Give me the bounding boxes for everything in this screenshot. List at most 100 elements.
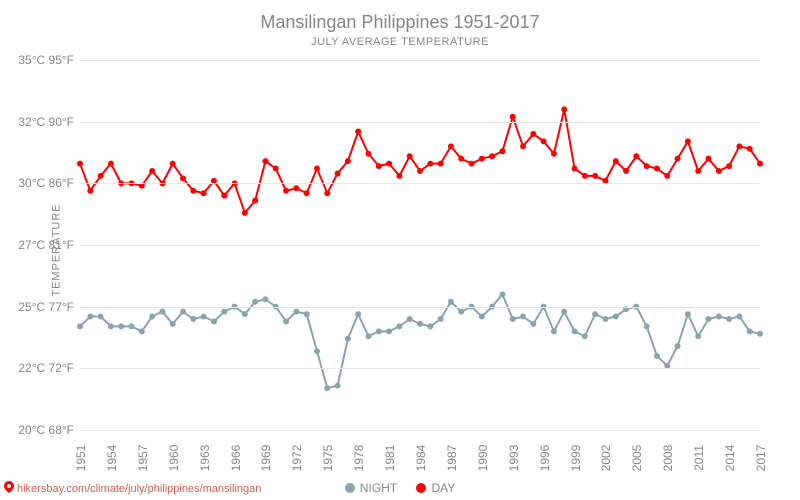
grid-line bbox=[80, 183, 760, 184]
series-point-night bbox=[345, 336, 351, 342]
series-point-day bbox=[365, 151, 371, 157]
x-tick-label: 2011 bbox=[692, 445, 706, 471]
series-point-day bbox=[242, 210, 248, 216]
series-point-day bbox=[448, 143, 454, 149]
y-tick-label: 32°C 90°F bbox=[18, 115, 80, 129]
chart-container: Mansilingan Philippines 1951-2017 JULY A… bbox=[0, 0, 800, 500]
series-point-day bbox=[479, 156, 485, 162]
x-tick-label: 2008 bbox=[661, 445, 675, 472]
grid-line bbox=[80, 245, 760, 246]
series-point-day bbox=[77, 161, 83, 167]
series-point-day bbox=[644, 163, 650, 169]
footer-link[interactable]: hikersbay.com/climate/july/philippines/m… bbox=[4, 481, 261, 496]
series-point-day bbox=[221, 193, 227, 199]
series-point-night bbox=[520, 314, 526, 320]
series-point-night bbox=[407, 316, 413, 322]
series-point-day bbox=[561, 106, 567, 112]
series-point-night bbox=[201, 314, 207, 320]
chart-subtitle: JULY AVERAGE TEMPERATURE bbox=[0, 36, 800, 48]
series-point-night bbox=[582, 333, 588, 339]
series-point-night bbox=[365, 333, 371, 339]
series-point-night bbox=[293, 309, 299, 315]
series-point-day bbox=[386, 161, 392, 167]
legend-label-day: DAY bbox=[431, 481, 455, 495]
grid-line bbox=[80, 307, 760, 308]
series-point-night bbox=[747, 328, 753, 334]
series-point-day bbox=[335, 170, 341, 176]
series-point-night bbox=[644, 323, 650, 329]
series-point-night bbox=[386, 328, 392, 334]
series-point-night bbox=[654, 353, 660, 359]
legend-label-night: NIGHT bbox=[360, 481, 397, 495]
series-point-day bbox=[736, 143, 742, 149]
series-point-day bbox=[716, 168, 722, 174]
series-point-day bbox=[705, 156, 711, 162]
series-point-day bbox=[407, 153, 413, 159]
series-point-night bbox=[438, 316, 444, 322]
series-point-day bbox=[345, 158, 351, 164]
x-tick-label: 2005 bbox=[630, 445, 644, 472]
series-point-day bbox=[551, 151, 557, 157]
series-point-day bbox=[695, 168, 701, 174]
x-tick-label: 1978 bbox=[352, 445, 366, 472]
series-point-night bbox=[695, 333, 701, 339]
series-point-night bbox=[561, 309, 567, 315]
series-point-night bbox=[304, 311, 310, 317]
series-point-night bbox=[221, 309, 227, 315]
series-point-night bbox=[499, 291, 505, 297]
series-point-day bbox=[458, 156, 464, 162]
series-point-day bbox=[685, 138, 691, 144]
series-point-night bbox=[87, 314, 93, 320]
series-point-night bbox=[283, 318, 289, 324]
plot-area: 20°C 68°F22°C 72°F25°C 77°F27°C 81°F30°C… bbox=[80, 60, 760, 430]
series-point-day bbox=[530, 131, 536, 137]
y-tick-label: 25°C 77°F bbox=[18, 300, 80, 314]
x-tick-label: 1996 bbox=[538, 445, 552, 472]
series-point-night bbox=[180, 309, 186, 315]
series-point-night bbox=[613, 314, 619, 320]
legend-swatch-day bbox=[416, 483, 426, 493]
series-point-night bbox=[376, 328, 382, 334]
series-point-day bbox=[201, 190, 207, 196]
series-point-day bbox=[304, 190, 310, 196]
series-point-night bbox=[314, 348, 320, 354]
chart-title: Mansilingan Philippines 1951-2017 bbox=[0, 12, 800, 33]
series-point-night bbox=[551, 328, 557, 334]
series-point-day bbox=[541, 138, 547, 144]
series-point-night bbox=[458, 309, 464, 315]
series-point-night bbox=[139, 328, 145, 334]
x-tick-label: 1975 bbox=[321, 445, 335, 472]
series-point-day bbox=[149, 168, 155, 174]
series-point-day bbox=[396, 173, 402, 179]
series-point-night bbox=[98, 314, 104, 320]
series-point-night bbox=[170, 321, 176, 327]
grid-line bbox=[80, 430, 760, 431]
series-point-night bbox=[335, 383, 341, 389]
series-point-day bbox=[592, 173, 598, 179]
series-point-night bbox=[479, 314, 485, 320]
series-point-night bbox=[252, 299, 258, 305]
x-tick-label: 1981 bbox=[383, 445, 397, 472]
series-point-day bbox=[98, 173, 104, 179]
series-point-night bbox=[129, 323, 135, 329]
series-point-day bbox=[757, 161, 763, 167]
series-point-day bbox=[376, 163, 382, 169]
series-line-day bbox=[80, 109, 760, 213]
series-point-day bbox=[293, 185, 299, 191]
series-point-day bbox=[180, 175, 186, 181]
series-point-night bbox=[685, 311, 691, 317]
series-point-day bbox=[654, 166, 660, 172]
series-point-day bbox=[572, 166, 578, 172]
series-point-night bbox=[427, 323, 433, 329]
x-tick-label: 1954 bbox=[105, 445, 119, 472]
series-point-night bbox=[77, 323, 83, 329]
series-point-night bbox=[510, 316, 516, 322]
series-point-night bbox=[108, 323, 114, 329]
series-point-day bbox=[252, 198, 258, 204]
series-point-night bbox=[324, 385, 330, 391]
x-tick-label: 1963 bbox=[198, 445, 212, 472]
legend-item-night: NIGHT bbox=[345, 481, 397, 495]
series-point-day bbox=[314, 166, 320, 172]
x-tick-label: 1972 bbox=[290, 445, 304, 472]
x-tick-label: 2002 bbox=[599, 445, 613, 472]
